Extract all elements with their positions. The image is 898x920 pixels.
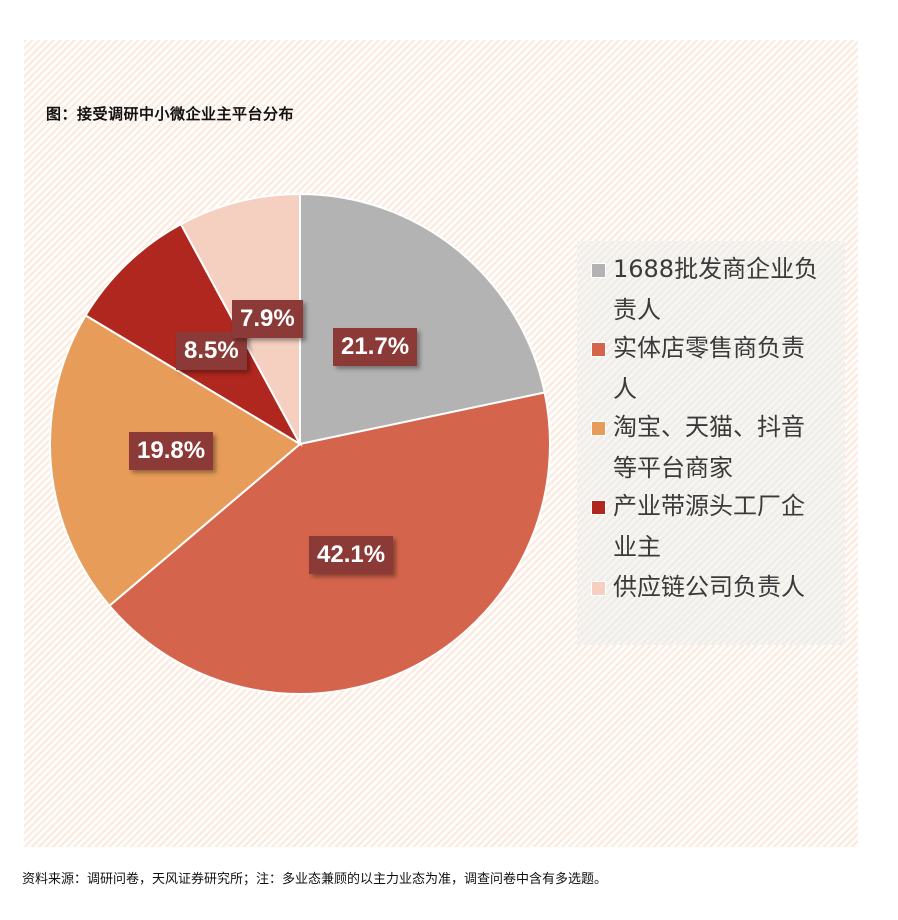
legend-text: 等平台商家: [613, 454, 733, 482]
legend-swatch-factory: [591, 500, 606, 515]
legend-swatch-1688: [591, 263, 606, 278]
legend-text: 产业带源头工厂企: [613, 492, 805, 520]
legend-text: 供应链公司负责人: [613, 573, 805, 601]
legend-text: 淘宝、天猫、抖音: [613, 413, 805, 441]
legend-swatch-supply: [591, 581, 606, 596]
label-supply: 7.9%: [232, 300, 303, 338]
source-note: 资料来源：调研问卷，天风证券研究所；注：多业态兼顾的以主力业态为准，调查问卷中含…: [22, 872, 608, 887]
legend-swatch-retail: [591, 342, 606, 357]
legend: 1688批发商企业负 责人 实体店零售商负责人 淘宝、天猫、抖音 等平台商家 产业带…: [577, 241, 845, 645]
label-factory: 8.5%: [176, 332, 247, 370]
legend-swatch-platform: [591, 421, 606, 436]
chart-title: 图：接受调研中小微企业主平台分布: [46, 105, 295, 123]
legend-text: 1688批发商企业负: [613, 255, 819, 283]
legend-text: 责人: [613, 296, 661, 324]
slice-1688: [299, 192, 546, 446]
label-1688: 21.7%: [333, 328, 418, 366]
legend-text: 人: [613, 375, 637, 403]
label-platform: 19.8%: [129, 432, 214, 470]
legend-text: 业主: [613, 533, 661, 561]
legend-text: 实体店零售商负责: [613, 334, 805, 362]
label-retail: 42.1%: [309, 536, 394, 574]
